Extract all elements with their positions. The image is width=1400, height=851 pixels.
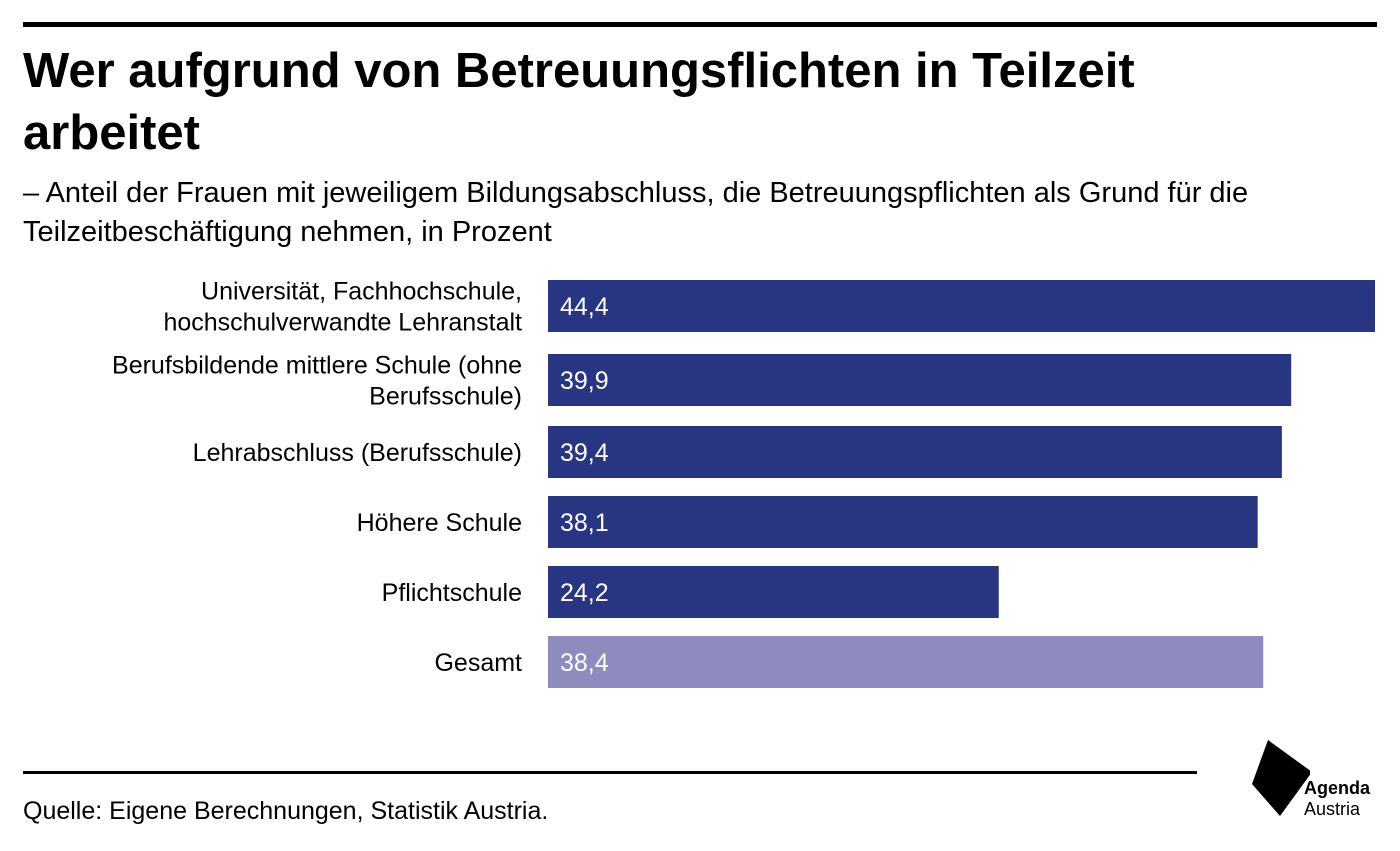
bar (548, 280, 1375, 332)
top-rule (23, 22, 1377, 27)
bar (548, 426, 1282, 478)
chart-subtitle: – Anteil der Frauen mit jeweiligem Bildu… (23, 177, 1249, 248)
chart-title: Wer aufgrund von Betreuungsflichten in T… (23, 44, 1135, 160)
category-label: Lehrabschluss (Berufsschule) (193, 439, 522, 467)
category-label-line: Höhere Schule (357, 509, 522, 537)
bottom-rule (23, 771, 1197, 774)
bar (548, 566, 999, 618)
category-label-line: Berufsschule) (369, 383, 522, 411)
bar (548, 354, 1292, 406)
category-label-line: Lehrabschluss (Berufsschule) (193, 439, 522, 467)
source-note: Quelle: Eigene Berechnungen, Statistik A… (23, 797, 549, 825)
logo-text-line1: Agenda (1304, 778, 1371, 798)
category-label-line: Berufsbildende mittlere Schule (ohne (112, 352, 522, 380)
bar-value-label: 24,2 (560, 579, 609, 607)
bar-value-label: 38,1 (560, 509, 609, 537)
category-label-line: Universität, Fachhochschule, (201, 278, 522, 306)
bar (548, 496, 1258, 548)
category-label-line: Pflichtschule (382, 579, 522, 607)
bar-value-label: 39,9 (560, 367, 609, 395)
category-label: Universität, Fachhochschule, hochschulver… (163, 278, 522, 337)
category-label: Gesamt (434, 649, 522, 677)
bar-value-label: 38,4 (560, 649, 609, 677)
bar-chart: 44,4 Universität, Fachhochschule, hochschu… (112, 278, 1375, 688)
category-label: Pflichtschule (382, 579, 522, 607)
bar-value-label: 39,4 (560, 439, 609, 467)
agenda-austria-logo: Agenda Austria (1250, 738, 1390, 823)
logo-text-line2: Austria (1304, 799, 1361, 819)
category-label-line: hochschulverwandte Lehranstalt (163, 309, 522, 337)
logo-shape-icon (1252, 740, 1312, 816)
bar-value-label: 44,4 (560, 293, 609, 321)
bar (548, 636, 1264, 688)
category-label: Höhere Schule (357, 509, 522, 537)
category-label: Berufsbildende mittlere Schule (ohne Beru… (112, 352, 522, 411)
category-label-line: Gesamt (434, 649, 522, 677)
